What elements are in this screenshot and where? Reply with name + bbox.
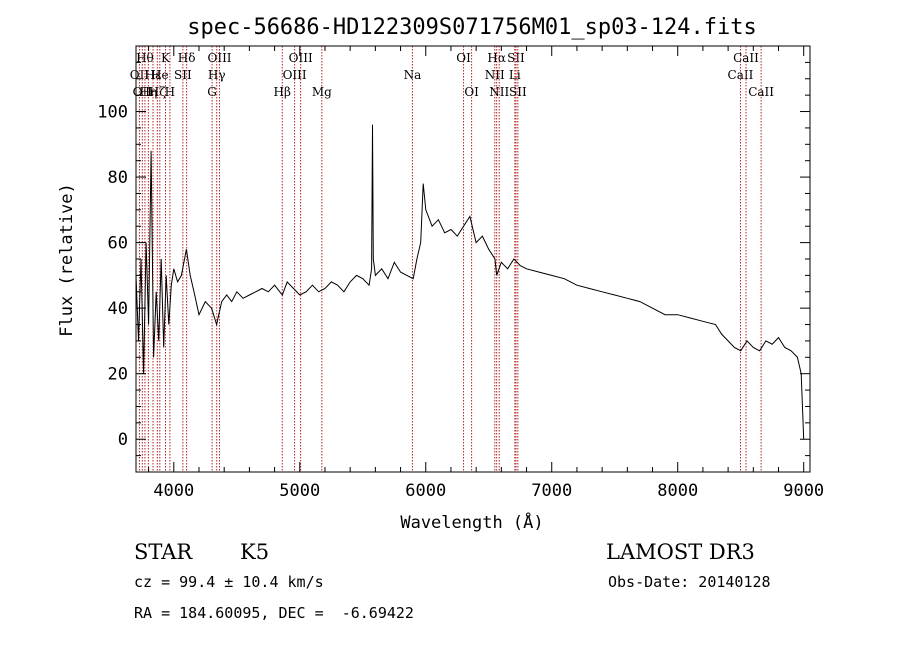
object-class: STAR <box>134 540 193 564</box>
x-axis: 4000 5000 6000 7000 8000 9000 <box>148 46 824 501</box>
spectrum-line <box>135 124 805 440</box>
y-axis-label: Flux (relative) <box>57 183 77 337</box>
line-marker-label: H <box>165 85 175 99</box>
line-marker-label: SII <box>174 68 192 82</box>
subclass: K5 <box>240 540 270 564</box>
line-marker-label: OI <box>456 51 471 65</box>
x-tick-label: 8000 <box>657 481 698 501</box>
coordinates: RA = 184.60095, DEC = -6.69422 <box>134 604 414 622</box>
line-marker-label: CaII <box>748 85 774 99</box>
survey-name: LAMOST DR3 <box>606 540 755 564</box>
line-marker-label: Hζ <box>149 85 166 99</box>
line-marker-label: Hβ <box>274 85 291 99</box>
line-marker-label: OIII <box>283 68 307 82</box>
observation-date: Obs-Date: 20140128 <box>608 573 771 591</box>
y-tick-label: 40 <box>108 299 128 319</box>
y-tick-label: 60 <box>108 234 128 254</box>
plot-frame <box>135 45 811 473</box>
y-tick-label: 80 <box>108 168 128 188</box>
line-marker-label: Na <box>404 68 422 82</box>
y-tick-label: 100 <box>97 103 128 123</box>
x-tick-label: 7000 <box>531 481 572 501</box>
line-marker-label: OII <box>130 68 150 82</box>
x-tick-label: 9000 <box>783 481 824 501</box>
line-marker-label: OI <box>464 85 479 99</box>
line-marker-label: Mg <box>312 85 332 99</box>
line-marker-label: Hδ <box>178 51 196 65</box>
x-axis-label: Wavelength (Å) <box>400 511 543 533</box>
chart-title: spec-56686-HD122309S071756M01_sp03-124.f… <box>187 15 757 40</box>
line-marker-label: K <box>161 51 171 65</box>
y-tick-label: 0 <box>118 430 128 450</box>
line-marker-label: NII <box>485 68 505 82</box>
line-marker-label: OIII <box>289 51 313 65</box>
y-axis: 0 20 40 60 80 100 <box>97 61 810 473</box>
spectrum-series <box>135 124 805 440</box>
line-marker-label: Li <box>509 68 521 82</box>
x-tick-label: 6000 <box>405 481 446 501</box>
redshift-velocity: cz = 99.4 ± 10.4 km/s <box>134 573 324 591</box>
y-tick-label: 20 <box>108 365 128 385</box>
spectral-line-markers: OIIOIIHθHηHεHζHeKHSIIHδGHγOIIIHβOIIIOIII… <box>130 46 774 472</box>
x-tick-label: 5000 <box>279 481 320 501</box>
x-tick-label: 4000 <box>153 481 194 501</box>
line-marker-label: Hθ <box>136 51 154 65</box>
line-marker-label: G <box>207 85 217 99</box>
line-marker-label: SII <box>509 85 527 99</box>
line-marker-label: He <box>151 68 169 82</box>
line-marker-label: SII <box>507 51 525 65</box>
line-marker-label: CaII <box>733 51 759 65</box>
line-marker-label: NII <box>489 85 509 99</box>
line-marker-label: OIII <box>207 51 231 65</box>
line-marker-label: Hα <box>487 51 506 65</box>
line-marker-label: CaII <box>728 68 754 82</box>
line-marker-label: Hγ <box>208 68 226 82</box>
